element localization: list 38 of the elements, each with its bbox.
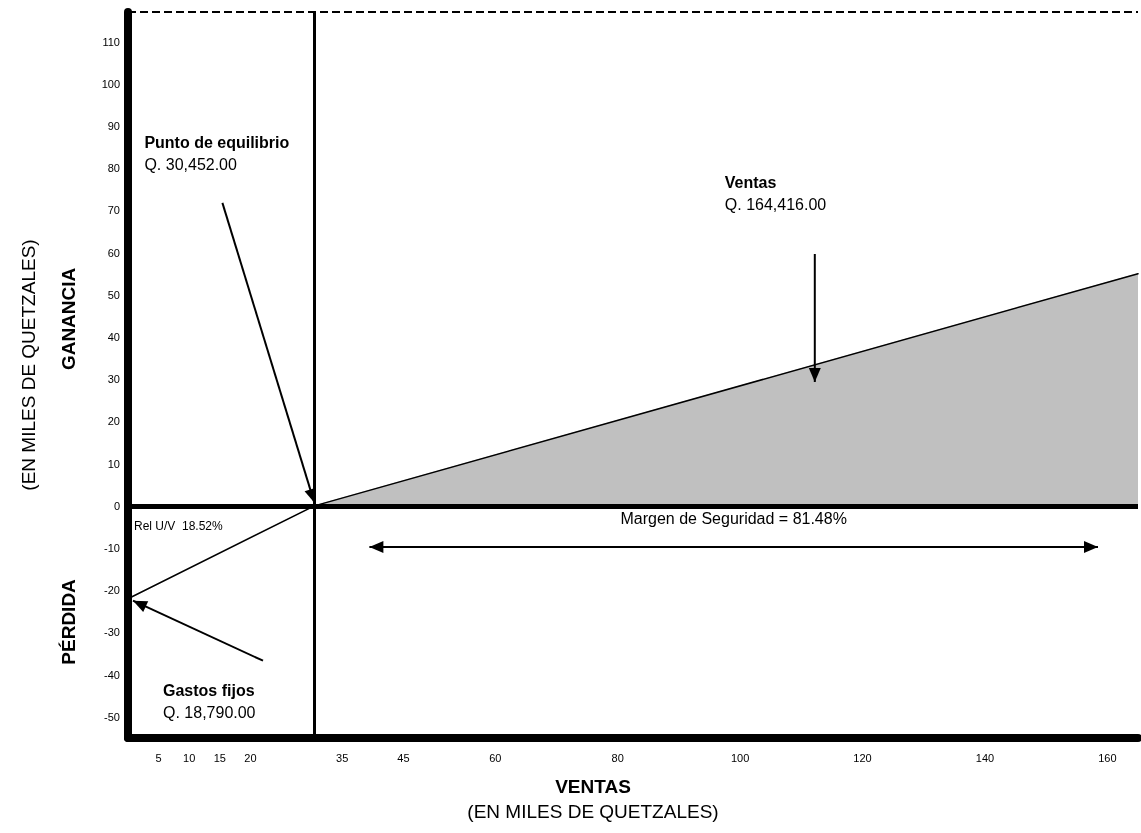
y-tick-label: 10	[107, 457, 120, 470]
y-tick-label: 100	[101, 77, 120, 90]
y-tick-label: 90	[107, 119, 120, 132]
x-tick-label: 100	[730, 751, 750, 764]
y-tick-label: -20	[104, 584, 120, 597]
x-tick-label: 160	[1098, 751, 1117, 764]
y-tick-label: 80	[107, 162, 120, 175]
annotation: Gastos fijos Q. 18,790.00	[163, 682, 256, 722]
annotation: Rel U/V 18.52%	[134, 518, 224, 533]
x-tick-label: 120	[853, 751, 872, 764]
y-tick-label: -50	[104, 710, 120, 723]
x-tick-label: 45	[397, 751, 410, 764]
y-tick-label: 30	[107, 373, 120, 386]
y-tick-label: -30	[104, 626, 120, 639]
text: GANANCIA	[57, 267, 79, 371]
x-tick-label: 60	[489, 751, 502, 764]
x-tick-label: 20	[244, 751, 257, 764]
y-tick-label: 20	[107, 415, 120, 428]
x-tick-label: 10	[183, 751, 196, 764]
y-tick-label: 40	[107, 331, 120, 344]
x-tick-label: 15	[213, 751, 226, 764]
annotation: Margen de Seguridad = 81.48%	[620, 510, 847, 528]
text: PÉRDIDA	[57, 578, 79, 665]
annotation: Punto de equilibrio Q. 30,452.00	[144, 134, 290, 174]
x-tick-label: 35	[336, 751, 349, 764]
y-tick-label: 60	[107, 246, 120, 259]
x-tick-label: 5	[155, 751, 162, 764]
x-tick-label: 140	[975, 751, 995, 764]
y-tick-label: 70	[107, 204, 120, 217]
x-tick-label: 80	[611, 751, 624, 764]
x-axis-title: VENTAS (EN MILES DE QUETZALES)	[467, 775, 719, 822]
y-tick-label: -40	[104, 668, 120, 681]
y-tick-label: 110	[102, 35, 120, 48]
y-tick-label: -10	[104, 542, 120, 555]
annotation: Ventas Q. 164,416.00	[724, 173, 827, 213]
y-tick-label: 0	[113, 499, 120, 512]
y-axis-title: (EN MILES DE QUETZALES)	[17, 239, 39, 491]
y-tick-label: 50	[107, 288, 120, 301]
